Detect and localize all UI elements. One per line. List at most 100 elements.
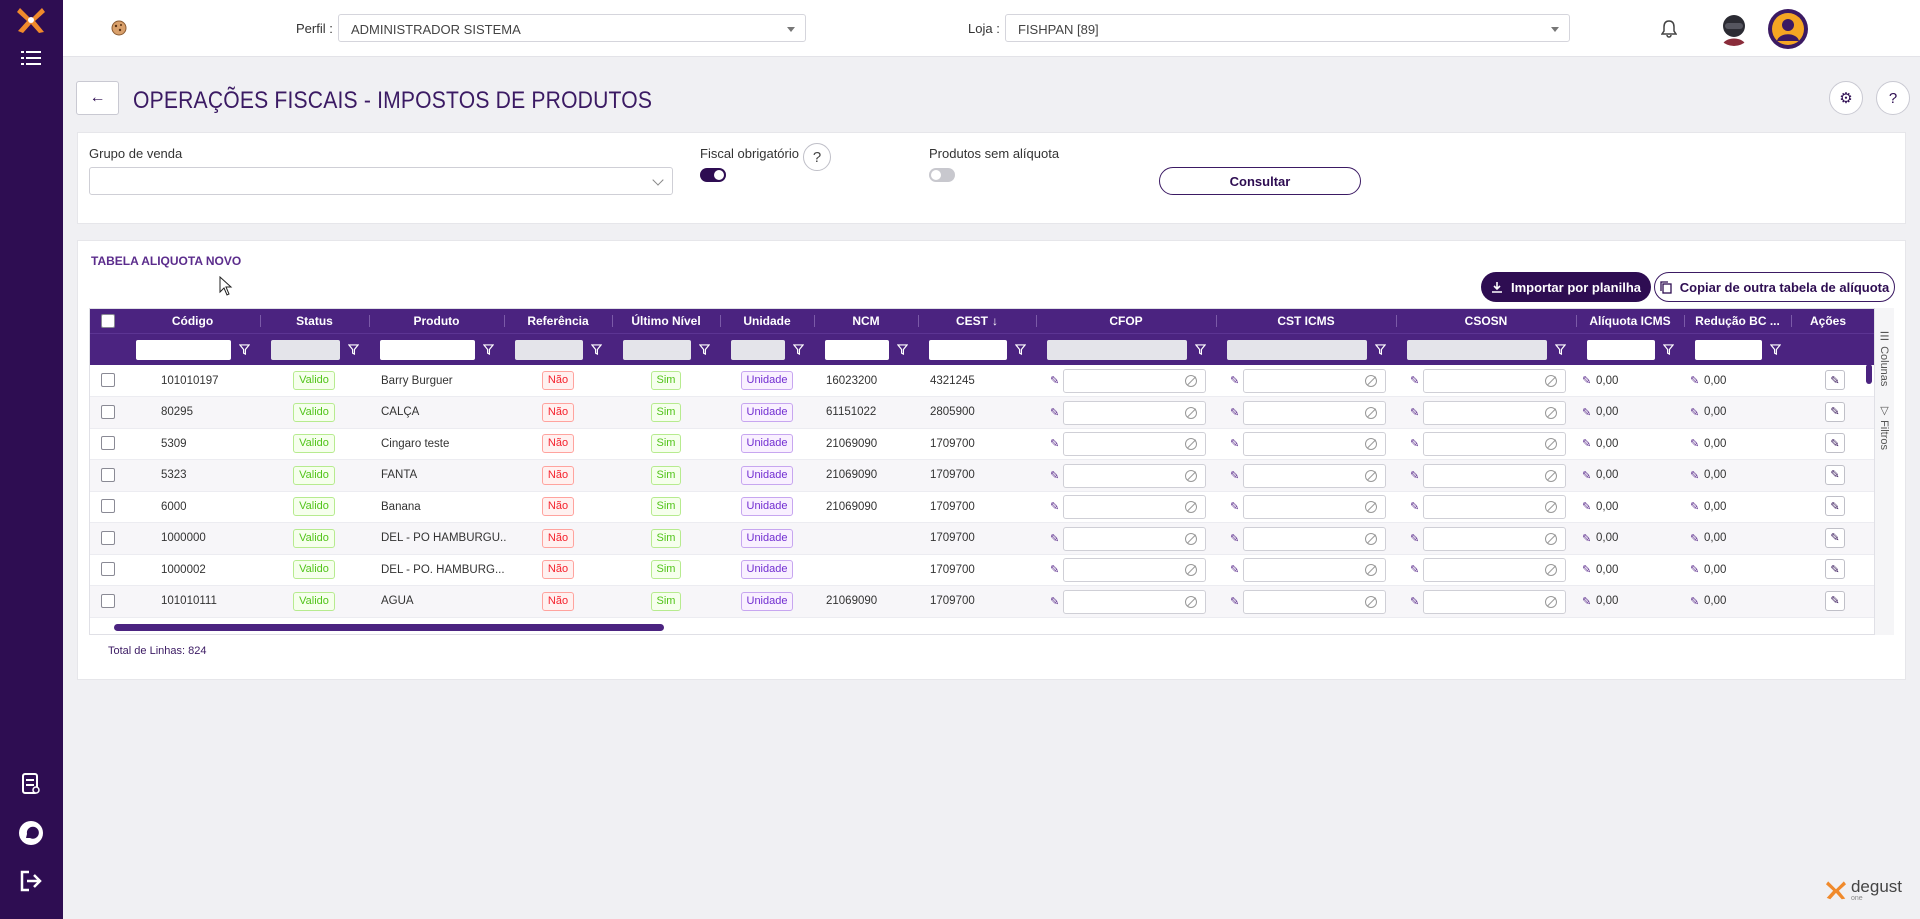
fiscal-help-button[interactable]: ? [803, 143, 831, 171]
pencil-icon[interactable]: ✎ [1230, 595, 1240, 608]
pencil-icon[interactable]: ✎ [1230, 564, 1240, 576]
column-filter-input[interactable] [271, 340, 340, 360]
select-input[interactable] [1063, 495, 1206, 519]
clear-icon[interactable] [1185, 564, 1197, 576]
edit-button[interactable]: ✎ [1825, 496, 1845, 516]
select-input[interactable] [1063, 463, 1206, 488]
pencil-icon[interactable]: ✎ [1582, 406, 1592, 419]
pencil-icon[interactable]: ✎ [1410, 438, 1420, 450]
row-checkbox[interactable] [101, 530, 115, 545]
edit-button[interactable]: ✎ [1825, 433, 1845, 453]
clear-icon[interactable] [1365, 532, 1377, 545]
column-header[interactable]: CFOP [1036, 309, 1216, 333]
receipt-icon[interactable] [18, 771, 44, 797]
select-input[interactable] [1063, 369, 1206, 393]
pencil-icon[interactable]: ✎ [1230, 375, 1240, 387]
pencil-icon[interactable]: ✎ [1690, 564, 1700, 576]
pencil-icon[interactable]: ✎ [1410, 375, 1420, 387]
table-row[interactable]: 1000002 Valido DEL - PO. HAMBURG... Não Sim U… [90, 554, 1876, 586]
filter-icon[interactable] [1662, 342, 1674, 356]
select-input[interactable] [1423, 589, 1566, 614]
bell-icon[interactable] [1661, 20, 1677, 38]
filter-icon[interactable] [347, 342, 359, 356]
app-logo-icon[interactable] [16, 6, 46, 34]
column-filter-input[interactable] [929, 340, 1007, 360]
column-filter-input[interactable] [1407, 340, 1547, 360]
row-checkbox[interactable] [101, 593, 115, 608]
column-filter-input[interactable] [515, 340, 583, 360]
clear-icon[interactable] [1185, 532, 1197, 545]
select-input[interactable] [1243, 495, 1386, 519]
pencil-icon[interactable]: ✎ [1230, 438, 1240, 450]
grupo-venda-select[interactable] [89, 167, 673, 195]
select-all-checkbox[interactable] [101, 314, 115, 328]
loja-select[interactable]: FISHPAN [89] [1005, 14, 1570, 42]
clear-icon[interactable] [1185, 406, 1197, 419]
clear-icon[interactable] [1545, 501, 1557, 513]
column-header[interactable]: Código [125, 309, 260, 333]
filter-icon[interactable] [238, 342, 250, 356]
pencil-icon[interactable]: ✎ [1230, 469, 1240, 482]
column-header[interactable]: Redução BC ... [1684, 309, 1791, 333]
pencil-icon[interactable]: ✎ [1230, 406, 1240, 419]
clear-icon[interactable] [1545, 438, 1557, 450]
table-row[interactable]: 101010111 Valido AGUA Não Sim Unidade 21069090… [90, 585, 1876, 618]
pencil-icon[interactable]: ✎ [1410, 564, 1420, 576]
clear-icon[interactable] [1185, 469, 1197, 482]
settings-button[interactable]: ⚙ [1829, 81, 1863, 115]
row-checkbox[interactable] [101, 562, 115, 576]
table-row[interactable]: 5309 Valido Cingaro teste Não Sim Unidade 2106… [90, 428, 1876, 460]
table-row[interactable]: 5323 Valido FANTA Não Sim Unidade 21069090 1709… [90, 459, 1876, 492]
pencil-icon[interactable]: ✎ [1050, 595, 1060, 608]
row-checkbox[interactable] [101, 436, 115, 450]
select-input[interactable] [1423, 432, 1566, 456]
clear-icon[interactable] [1365, 406, 1377, 419]
row-checkbox[interactable] [101, 404, 115, 419]
filter-icon[interactable] [1194, 342, 1206, 356]
edit-button[interactable]: ✎ [1825, 401, 1845, 422]
columns-tab[interactable]: ☰ Colunas [1878, 330, 1890, 387]
column-filter-input[interactable] [1695, 340, 1762, 360]
clear-icon[interactable] [1365, 501, 1377, 513]
edit-button[interactable]: ✎ [1825, 370, 1845, 390]
whatsapp-icon[interactable] [18, 820, 44, 846]
pencil-icon[interactable]: ✎ [1230, 532, 1240, 545]
select-input[interactable] [1243, 432, 1386, 456]
pencil-icon[interactable]: ✎ [1690, 501, 1700, 513]
pencil-icon[interactable]: ✎ [1582, 564, 1592, 576]
horizontal-scrollbar[interactable] [114, 624, 664, 631]
column-header[interactable]: Último Nível [612, 309, 720, 333]
filter-icon[interactable] [482, 342, 494, 356]
avatar[interactable] [1716, 10, 1752, 46]
column-filter-input[interactable] [1227, 340, 1367, 360]
filter-icon[interactable] [1374, 342, 1386, 356]
pencil-icon[interactable]: ✎ [1690, 406, 1700, 419]
column-header[interactable]: Alíquota ICMS [1576, 309, 1684, 333]
clear-icon[interactable] [1545, 406, 1557, 419]
clear-icon[interactable] [1185, 375, 1197, 387]
edit-button[interactable]: ✎ [1825, 464, 1845, 485]
column-filter-input[interactable] [1587, 340, 1655, 360]
clear-icon[interactable] [1365, 375, 1377, 387]
edit-button[interactable]: ✎ [1825, 590, 1845, 611]
clear-icon[interactable] [1545, 469, 1557, 482]
select-input[interactable] [1063, 558, 1206, 582]
help-button[interactable]: ? [1876, 81, 1910, 115]
pencil-icon[interactable]: ✎ [1230, 501, 1240, 513]
import-spreadsheet-button[interactable]: Importar por planilha [1481, 272, 1651, 302]
pencil-icon[interactable]: ✎ [1410, 406, 1420, 419]
select-input[interactable] [1243, 463, 1386, 488]
select-input[interactable] [1243, 526, 1386, 551]
pencil-icon[interactable]: ✎ [1050, 564, 1060, 576]
pencil-icon[interactable]: ✎ [1582, 375, 1592, 387]
pencil-icon[interactable]: ✎ [1050, 438, 1060, 450]
filter-icon[interactable] [1769, 342, 1781, 356]
clear-icon[interactable] [1365, 595, 1377, 608]
edit-button[interactable]: ✎ [1825, 559, 1845, 579]
filters-tab[interactable]: ▽ Filtros [1878, 404, 1890, 451]
column-filter-input[interactable] [380, 340, 475, 360]
table-row[interactable]: 6000 Valido Banana Não Sim Unidade 21069090 170… [90, 491, 1876, 523]
column-filter-input[interactable] [136, 340, 231, 360]
perfil-select[interactable]: ADMINISTRADOR SISTEMA [338, 14, 806, 42]
clear-icon[interactable] [1185, 595, 1197, 608]
